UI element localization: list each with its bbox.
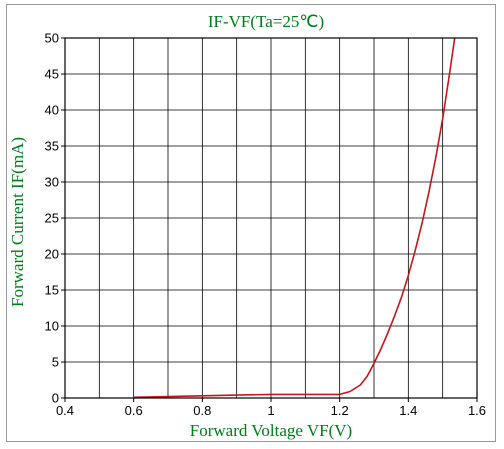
y-tick-label: 15 (45, 283, 59, 298)
y-tick-label: 20 (45, 247, 59, 262)
y-tick-label: 25 (45, 211, 59, 226)
x-tick-label: 0.6 (125, 403, 143, 418)
iv-curve-chart: IF-VF(Ta=25℃) 0.4 0.6 0.8 1 1.2 1.4 1.6 0 5 10 15 2… (8, 12, 487, 440)
y-axis-title: Forward Current IF(mA) (8, 137, 27, 307)
x-axis-title: Forward Voltage VF(V) (190, 421, 352, 440)
y-tick-label: 0 (52, 391, 59, 406)
chart-title: IF-VF(Ta=25℃) (208, 12, 324, 31)
y-tick-label: 10 (45, 319, 59, 334)
x-tick-label: 1.6 (468, 403, 486, 418)
y-tick-label: 30 (45, 175, 59, 190)
y-tick-label: 50 (45, 31, 59, 46)
x-tick-label: 1 (267, 403, 274, 418)
plot-border (64, 37, 478, 399)
y-tick-label: 40 (45, 103, 59, 118)
y-tick-label: 5 (52, 355, 59, 370)
x-tick-label: 0.4 (56, 403, 74, 418)
x-tick-label: 0.8 (193, 403, 211, 418)
x-tick-label: 1.4 (399, 403, 417, 418)
series-layer (133, 37, 456, 399)
grid-lines (65, 38, 477, 398)
series-line (133, 37, 456, 399)
y-tick-label: 45 (45, 67, 59, 82)
chart-frame: IF-VF(Ta=25℃) 0.4 0.6 0.8 1 1.2 1.4 1.6 0 5 10 15 2… (6, 4, 496, 442)
tick-labels: 0.4 0.6 0.8 1 1.2 1.4 1.6 0 5 10 15 20 25 30 35 40 45 50 (45, 31, 487, 419)
y-tick-label: 35 (45, 139, 59, 154)
x-tick-label: 1.2 (331, 403, 349, 418)
